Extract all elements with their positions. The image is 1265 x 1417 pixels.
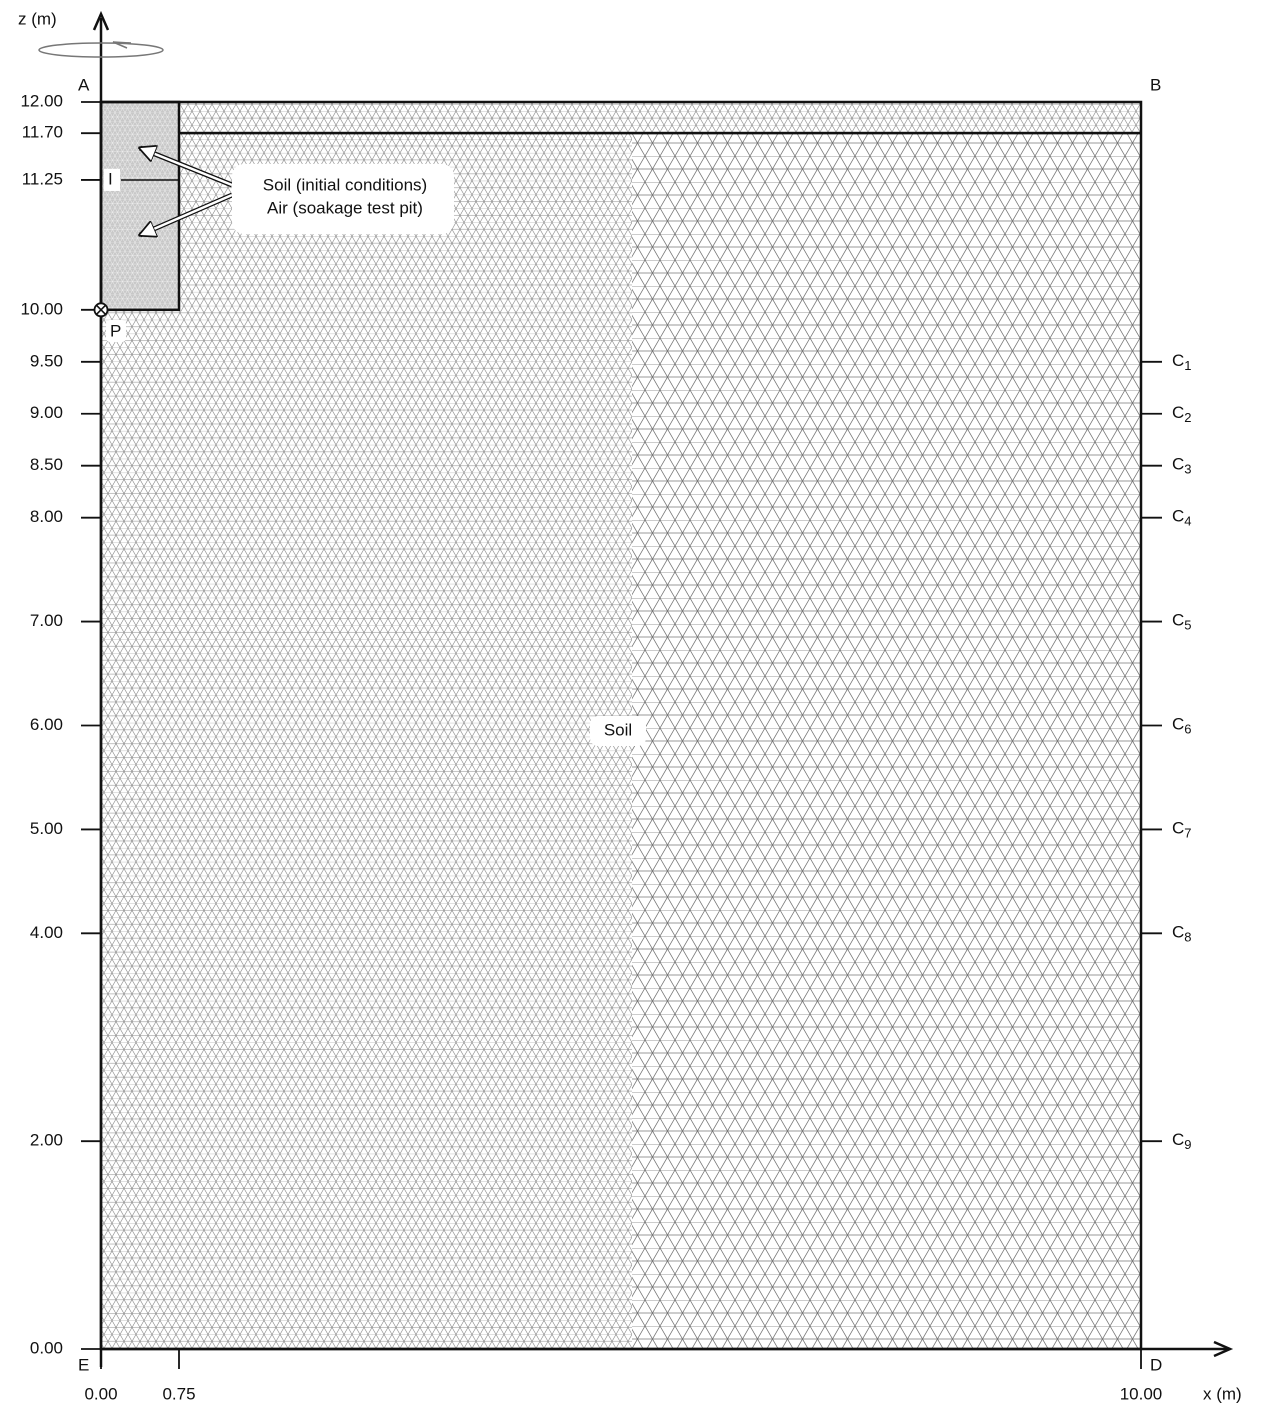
z-tick-label: 5.00 [30, 819, 63, 838]
monitor-label: C5 [1172, 611, 1192, 633]
monitor-name: C [1172, 455, 1184, 474]
monitor-index: 5 [1184, 618, 1191, 633]
monitor-index: 7 [1184, 826, 1191, 841]
corner-label: P [110, 321, 121, 340]
monitor-name: C [1172, 1131, 1184, 1150]
monitor-name: C [1172, 507, 1184, 526]
monitor-name: C [1172, 611, 1184, 630]
annotation-text: Soil (initial conditions) [263, 175, 427, 194]
z-tick-label: 0.00 [30, 1338, 63, 1357]
region-label: Soil [604, 720, 632, 739]
monitor-label: C9 [1172, 1131, 1192, 1153]
monitor-index: 9 [1184, 1138, 1191, 1153]
monitor-label: C1 [1172, 351, 1192, 373]
mesh-figure: z (m)x (m)12.0011.7011.2510.009.509.008.… [0, 0, 1265, 1412]
monitor-index: 4 [1184, 514, 1191, 529]
z-tick-label: 7.00 [30, 611, 63, 630]
monitor-label: C6 [1172, 715, 1192, 737]
z-axis-label: z (m) [18, 9, 57, 28]
pit-mesh [101, 102, 179, 310]
monitor-index: 1 [1184, 358, 1191, 373]
z-tick-label: 10.00 [20, 299, 63, 318]
x-axis-label: x (m) [1203, 1384, 1242, 1403]
corner-label: E [78, 1355, 89, 1374]
fine-mesh [101, 310, 632, 1349]
z-tick-label: 11.25 [22, 169, 63, 188]
x-tick-label: 10.00 [1120, 1384, 1163, 1403]
corner-label: A [78, 75, 90, 94]
monitor-index: 3 [1184, 462, 1191, 477]
monitor-name: C [1172, 715, 1184, 734]
monitor-name: C [1172, 403, 1184, 422]
z-tick-label: 6.00 [30, 715, 63, 734]
annotation-text: Air (soakage test pit) [267, 198, 423, 217]
z-tick-label: 2.00 [30, 1131, 63, 1150]
z-tick-label: 11.70 [22, 123, 63, 142]
top-layer-mesh [179, 102, 1141, 133]
x-tick-label: 0.00 [84, 1384, 117, 1403]
corner-label: D [1150, 1355, 1162, 1374]
rotation-arrow [113, 42, 131, 48]
z-tick-label: 9.50 [30, 351, 63, 370]
monitor-label: C7 [1172, 819, 1192, 841]
monitor-name: C [1172, 819, 1184, 838]
z-tick-label: 4.00 [30, 923, 63, 942]
z-tick-label: 8.50 [30, 455, 63, 474]
corner-label: B [1150, 75, 1161, 94]
z-tick-label: 8.00 [30, 507, 63, 526]
z-tick-label: 12.00 [20, 91, 63, 110]
monitor-label: C8 [1172, 923, 1192, 945]
x-tick-label: 0.75 [162, 1384, 195, 1403]
monitor-index: 6 [1184, 722, 1191, 737]
i-label: I [108, 169, 113, 188]
monitor-label: C2 [1172, 403, 1192, 425]
monitor-name: C [1172, 351, 1184, 370]
monitor-label: C3 [1172, 455, 1192, 477]
monitor-label: C4 [1172, 507, 1192, 529]
monitor-index: 8 [1184, 930, 1191, 945]
coarse-mesh [632, 133, 1141, 1349]
z-tick-label: 9.00 [30, 403, 63, 422]
monitor-name: C [1172, 923, 1184, 942]
monitor-index: 2 [1184, 410, 1191, 425]
